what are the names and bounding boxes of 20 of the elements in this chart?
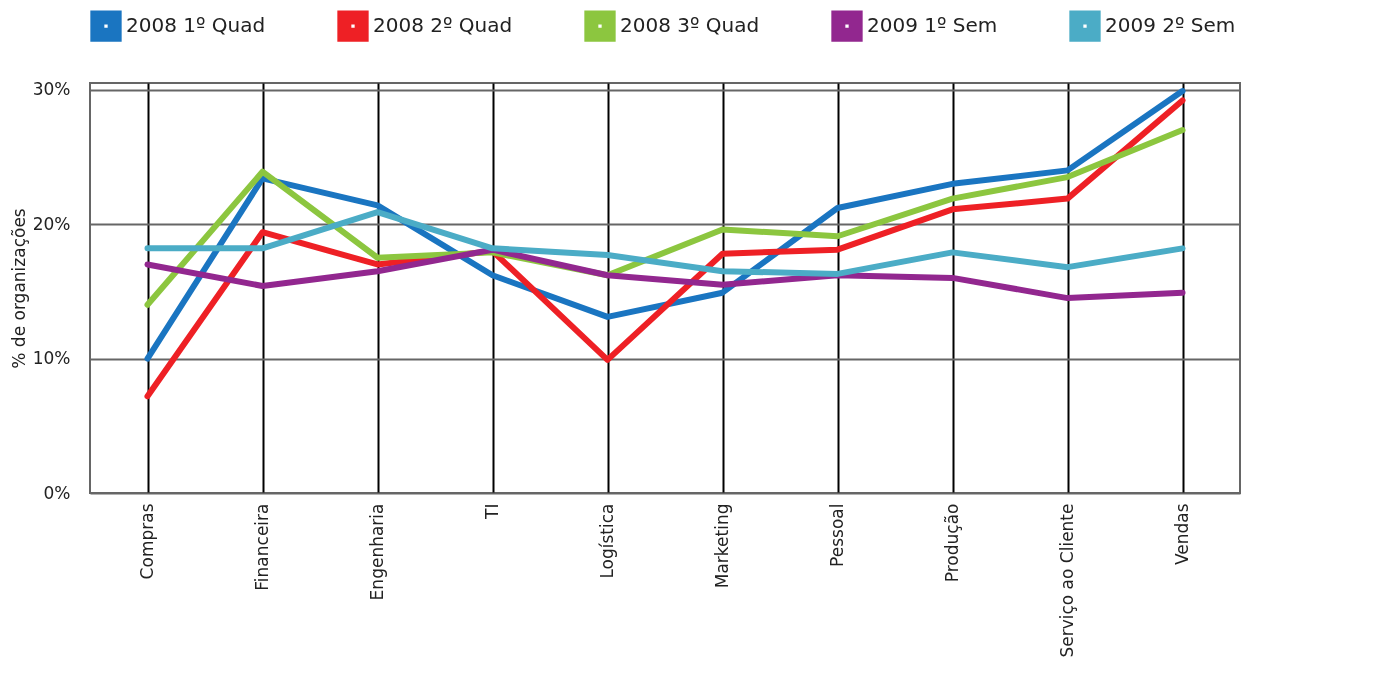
y-tick-label: 10%	[32, 348, 71, 369]
y-axis-title: % de organizações	[8, 208, 29, 369]
x-tick-label: Logística	[597, 503, 617, 579]
legend-label: 2009 2º Sem	[1105, 13, 1236, 38]
y-tick-label: 20%	[32, 213, 71, 234]
x-tick-label: Financeira	[252, 503, 272, 591]
y-tick-label: 30%	[32, 79, 71, 100]
legend-label: 2008 3º Quad	[620, 13, 760, 38]
legend-label: 2009 1º Sem	[867, 13, 998, 38]
legend-label: 2008 1º Quad	[126, 13, 266, 38]
y-tick-label: 0%	[43, 482, 71, 503]
x-tick-label: Compras	[137, 503, 157, 580]
x-tick-label: Pessoal	[827, 503, 847, 567]
x-tick-label: Marketing	[712, 503, 732, 589]
x-tick-label: Engenharia	[367, 503, 387, 601]
legend-label: 2008 2º Quad	[373, 13, 513, 38]
x-tick-label: Vendas	[1172, 503, 1192, 566]
x-tick-label: Produção	[942, 503, 962, 583]
x-tick-label: Serviço ao Cliente	[1057, 503, 1077, 658]
x-tick-label: TI	[482, 503, 502, 520]
